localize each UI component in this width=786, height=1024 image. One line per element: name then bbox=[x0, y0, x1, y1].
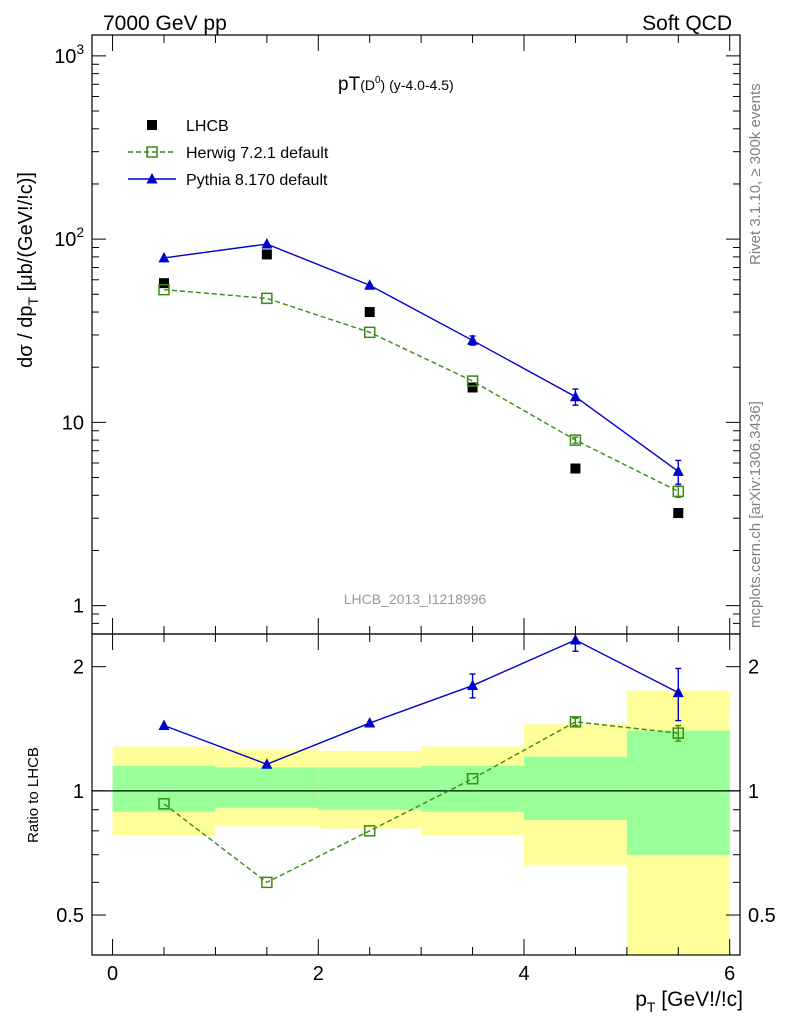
ratio-y-tick-label-2: 1 bbox=[73, 781, 84, 803]
main-series-lhcb bbox=[159, 249, 684, 519]
x-tick-label-2: 2 bbox=[313, 963, 324, 985]
main-y-tick-label-3: 102 bbox=[54, 225, 84, 251]
band-inner-bin-6 bbox=[626, 730, 730, 855]
ratio-line-pythia-8-170-default bbox=[163, 639, 679, 766]
main-y-tick-label-2: 10 bbox=[62, 412, 84, 434]
analysis-id-label: LHCB_2013_I1218996 bbox=[344, 591, 487, 607]
legend-marker-1 bbox=[147, 120, 157, 130]
legend-entry-3: Pythia 8.170 default bbox=[128, 172, 328, 189]
main-y-tick-label-1: 1 bbox=[73, 596, 84, 618]
ratio-line-herwig-7-2-1-default bbox=[163, 721, 679, 884]
main-point-pythia-8-170-default-4 bbox=[467, 334, 479, 345]
ratio-panel-series bbox=[158, 634, 685, 889]
band-inner-bin-3 bbox=[318, 767, 422, 810]
mcplots-reference-label: mcplots.cern.ch [arXiv:1306.3436] bbox=[747, 401, 764, 628]
ratio-y-axis-label: Ratio to LHCB bbox=[25, 747, 42, 843]
legend-marker-3 bbox=[146, 173, 158, 184]
x-tick-label-1: 0 bbox=[107, 963, 118, 985]
main-series-pythia-8-170-default bbox=[158, 238, 684, 485]
main-plot-title: pT(D0) (y-4.0-4.5) bbox=[338, 74, 454, 95]
ratio-point-pythia-8-170-default-3 bbox=[364, 717, 376, 728]
main-panel-series bbox=[158, 238, 685, 519]
ratio-y-tick-label-right-3: 2 bbox=[748, 657, 759, 679]
main-point-herwig-7-2-1-default-6 bbox=[672, 485, 685, 498]
header-right-label: Soft QCD bbox=[642, 12, 732, 35]
legend: LHCB Herwig 7.2.1 default Pythia 8.170 def… bbox=[128, 118, 329, 189]
main-line-herwig-7-2-1-default bbox=[163, 288, 679, 493]
ratio-point-herwig-7-2-1-default-5 bbox=[569, 716, 582, 728]
ratio-y-tick-label-right-1: 0.5 bbox=[748, 905, 776, 927]
ratio-point-herwig-7-2-1-default-3 bbox=[363, 825, 376, 837]
main-point-pythia-8-170-default-5 bbox=[569, 390, 581, 402]
band-inner-bin-5 bbox=[524, 756, 627, 820]
main-point-lhcb-3 bbox=[364, 307, 375, 318]
main-line-pythia-8-170-default bbox=[163, 243, 679, 472]
x-tick-label-3: 4 bbox=[518, 963, 529, 985]
main-point-lhcb-5 bbox=[570, 463, 581, 474]
ratio-point-pythia-8-170-default-6 bbox=[672, 686, 684, 698]
ratio-y-tick-label-right-2: 1 bbox=[748, 781, 759, 803]
main-point-herwig-7-2-1-default-1 bbox=[158, 283, 170, 296]
ratio-panel-frame bbox=[91, 633, 741, 956]
ratio-series-pythia-8-170-default bbox=[158, 634, 684, 769]
legend-entry-2: Herwig 7.2.1 default bbox=[128, 145, 329, 162]
main-point-pythia-8-170-default-6 bbox=[672, 465, 684, 476]
ratio-y-tick-label-1: 0.5 bbox=[56, 905, 84, 927]
ratio-point-herwig-7-2-1-default-4 bbox=[466, 772, 479, 785]
ratio-uncertainty-bands bbox=[112, 690, 730, 955]
ratio-point-pythia-8-170-default-4 bbox=[467, 679, 479, 691]
main-point-lhcb-6 bbox=[673, 508, 684, 519]
main-point-lhcb-2 bbox=[261, 249, 272, 260]
ratio-point-pythia-8-170-default-1 bbox=[158, 719, 170, 731]
band-inner-bin-4 bbox=[421, 765, 524, 812]
main-y-tick-label-4: 103 bbox=[54, 42, 84, 68]
main-point-herwig-7-2-1-default-5 bbox=[569, 434, 582, 446]
ratio-series-herwig-7-2-1-default bbox=[158, 716, 685, 889]
main-y-axis-label: dσ / dpT [μb/(GeV!/!c)] bbox=[15, 172, 41, 368]
main-point-herwig-7-2-1-default-2 bbox=[261, 292, 273, 305]
main-point-lhcb-1 bbox=[159, 278, 169, 289]
band-inner-bin-1 bbox=[112, 765, 216, 812]
legend-label-3: Pythia 8.170 default bbox=[186, 172, 328, 189]
main-point-pythia-8-170-default-2 bbox=[261, 238, 273, 249]
header-left-label: 7000 GeV pp bbox=[103, 12, 227, 35]
legend-label-2: Herwig 7.2.1 default bbox=[186, 145, 329, 162]
rivet-version-label: Rivet 3.1.10, ≥ 300k events bbox=[747, 83, 764, 265]
main-point-herwig-7-2-1-default-4 bbox=[466, 375, 479, 387]
main-point-herwig-7-2-1-default-3 bbox=[363, 326, 376, 339]
ratio-point-pythia-8-170-default-2 bbox=[261, 758, 273, 769]
x-axis-label: pT [GeV!/!c] bbox=[635, 988, 743, 1015]
main-point-pythia-8-170-default-1 bbox=[158, 251, 170, 263]
legend-marker-2 bbox=[146, 146, 158, 158]
legend-entry-1: LHCB bbox=[147, 118, 229, 135]
ratio-y-tick-label-3: 2 bbox=[73, 657, 84, 679]
x-tick-label-4: 6 bbox=[724, 963, 735, 985]
axis-ticks: 1 10 102 103 0.5 0.5 1 1 2 2 0 2 4 6 bbox=[54, 35, 776, 985]
legend-label-1: LHCB bbox=[186, 118, 229, 135]
ratio-point-herwig-7-2-1-default-1 bbox=[158, 798, 170, 810]
ratio-point-herwig-7-2-1-default-2 bbox=[261, 876, 273, 889]
main-point-pythia-8-170-default-3 bbox=[364, 279, 376, 290]
main-point-lhcb-4 bbox=[467, 382, 478, 393]
main-series-herwig-7-2-1-default bbox=[158, 283, 685, 499]
ratio-point-herwig-7-2-1-default-6 bbox=[672, 727, 685, 739]
band-inner-bin-2 bbox=[215, 767, 319, 808]
